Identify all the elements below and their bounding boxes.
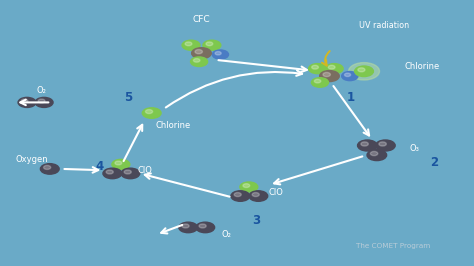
Circle shape xyxy=(358,68,365,72)
Circle shape xyxy=(182,224,189,228)
Circle shape xyxy=(35,97,53,107)
Circle shape xyxy=(342,72,358,81)
Circle shape xyxy=(18,97,36,107)
Text: ClO: ClO xyxy=(137,166,152,175)
Circle shape xyxy=(146,110,153,114)
Circle shape xyxy=(40,164,59,174)
Circle shape xyxy=(191,57,208,66)
Circle shape xyxy=(314,79,321,83)
Circle shape xyxy=(355,66,374,77)
Circle shape xyxy=(215,52,221,55)
Circle shape xyxy=(311,78,328,87)
Text: 2: 2 xyxy=(429,156,438,169)
Circle shape xyxy=(44,165,51,169)
Circle shape xyxy=(323,72,330,77)
Circle shape xyxy=(106,170,113,174)
Circle shape xyxy=(234,193,241,197)
Circle shape xyxy=(325,64,343,74)
Circle shape xyxy=(370,151,378,156)
Text: Chlorine: Chlorine xyxy=(404,62,439,71)
Circle shape xyxy=(121,168,140,179)
Text: 4: 4 xyxy=(95,160,104,173)
Circle shape xyxy=(231,191,250,201)
Circle shape xyxy=(142,108,161,118)
Circle shape xyxy=(115,161,122,165)
Circle shape xyxy=(240,182,258,192)
Circle shape xyxy=(203,40,221,50)
Circle shape xyxy=(379,142,386,146)
Circle shape xyxy=(348,63,380,80)
Text: UV radiation: UV radiation xyxy=(359,21,409,30)
Circle shape xyxy=(179,222,198,233)
Circle shape xyxy=(38,99,45,103)
Circle shape xyxy=(361,142,368,146)
Circle shape xyxy=(367,149,387,161)
Text: ClO: ClO xyxy=(268,188,283,197)
Circle shape xyxy=(199,224,206,228)
Circle shape xyxy=(328,65,335,69)
Circle shape xyxy=(206,42,213,46)
Circle shape xyxy=(252,193,259,197)
Circle shape xyxy=(195,49,202,54)
Circle shape xyxy=(21,99,28,103)
Circle shape xyxy=(182,40,200,50)
Circle shape xyxy=(112,159,130,169)
Circle shape xyxy=(249,191,268,201)
Circle shape xyxy=(196,222,215,233)
Circle shape xyxy=(191,48,211,59)
Circle shape xyxy=(345,73,351,77)
Text: O₂: O₂ xyxy=(37,86,46,95)
Circle shape xyxy=(375,140,395,151)
Circle shape xyxy=(212,50,228,59)
Text: The COMET Program: The COMET Program xyxy=(356,243,430,249)
Text: O₃: O₃ xyxy=(410,144,419,153)
Text: CFC: CFC xyxy=(192,15,210,24)
Circle shape xyxy=(185,42,192,46)
Circle shape xyxy=(124,170,131,174)
Circle shape xyxy=(103,168,122,179)
Text: Oxygen: Oxygen xyxy=(16,155,48,164)
Text: O₂: O₂ xyxy=(222,230,231,239)
Circle shape xyxy=(309,64,327,74)
Text: 3: 3 xyxy=(252,214,260,227)
Circle shape xyxy=(319,70,339,82)
Text: Chlorine: Chlorine xyxy=(155,120,191,130)
Circle shape xyxy=(357,140,377,151)
Text: 5: 5 xyxy=(124,91,132,103)
Text: 1: 1 xyxy=(346,91,355,103)
Circle shape xyxy=(243,184,250,188)
Circle shape xyxy=(312,65,319,69)
Circle shape xyxy=(193,59,200,62)
